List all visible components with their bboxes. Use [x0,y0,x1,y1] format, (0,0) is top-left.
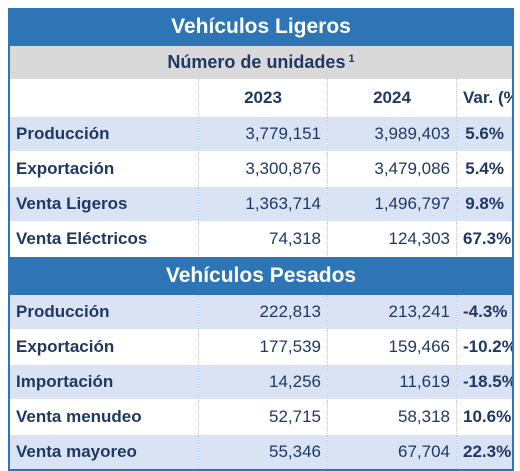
heavy-vehicles-table: Producción 222,813 213,241 -4.3% Exporta… [10,295,512,471]
vehicle-stats-table: Vehículos Ligeros Número de unidades 1 20… [8,8,514,471]
value-var: 10.6% [456,399,512,435]
table-row: Venta menudeo 52,715 58,318 10.6% [10,399,512,435]
row-label: Venta Ligeros [10,186,199,222]
value-var: -4.3% [456,295,512,330]
row-label: Venta mayoreo [10,434,199,471]
row-label: Producción [10,116,199,152]
column-header-var: Var. (%) [456,79,512,117]
footnote-marker: 1 [348,53,355,65]
value-var: 5.6% [456,116,512,152]
table-row: Venta Ligeros 1,363,714 1,496,797 9.8% [10,186,512,222]
table-row: Venta Eléctricos 74,318 124,303 67.3% [10,221,512,257]
value-2024: 67,704 [327,434,457,471]
table-row: Importación 14,256 11,619 -18.5% [10,364,512,400]
heavy-vehicles-title: Vehículos Pesados [10,257,512,295]
light-vehicles-table: 2023 2024 Var. (%) Producción 3,779,151 … [10,79,512,257]
table-row: Producción 3,779,151 3,989,403 5.6% [10,116,512,152]
table-row: Exportación 3,300,876 3,479,086 5.4% [10,151,512,187]
value-var: -10.2% [456,329,512,365]
column-header-label [10,79,199,117]
value-2024: 58,318 [327,399,457,435]
value-2023: 1,363,714 [198,186,328,222]
value-2023: 3,779,151 [198,116,328,152]
column-header-2024: 2024 [327,79,457,117]
value-var: 22.3% [456,434,512,471]
value-var: 9.8% [456,186,512,222]
row-label: Venta menudeo [10,399,199,435]
value-var: 67.3% [456,221,512,257]
value-2023: 74,318 [198,221,328,257]
value-2023: 3,300,876 [198,151,328,187]
light-vehicles-title: Vehículos Ligeros [10,8,512,46]
row-label: Producción [10,295,199,330]
value-var: -18.5% [456,364,512,400]
value-2024: 124,303 [327,221,457,257]
row-label: Venta Eléctricos [10,221,199,257]
table-row: Venta mayoreo 55,346 67,704 22.3% [10,434,512,471]
value-2024: 213,241 [327,295,457,330]
table-row: Exportación 177,539 159,466 -10.2% [10,329,512,365]
value-2024: 3,479,086 [327,151,457,187]
value-2024: 1,496,797 [327,186,457,222]
column-header-2023: 2023 [198,79,328,117]
row-label: Importación [10,364,199,400]
units-subtitle: Número de unidades 1 [10,46,512,79]
value-2024: 11,619 [327,364,457,400]
column-header-row: 2023 2024 Var. (%) [10,79,512,117]
row-label: Exportación [10,151,199,187]
value-var: 5.4% [456,151,512,187]
value-2023: 222,813 [198,295,328,330]
table-row: Producción 222,813 213,241 -4.3% [10,295,512,330]
value-2023: 177,539 [198,329,328,365]
units-subtitle-text: Número de unidades [167,52,346,72]
value-2023: 55,346 [198,434,328,471]
value-2024: 159,466 [327,329,457,365]
row-label: Exportación [10,329,199,365]
value-2023: 52,715 [198,399,328,435]
value-2023: 14,256 [198,364,328,400]
value-2024: 3,989,403 [327,116,457,152]
